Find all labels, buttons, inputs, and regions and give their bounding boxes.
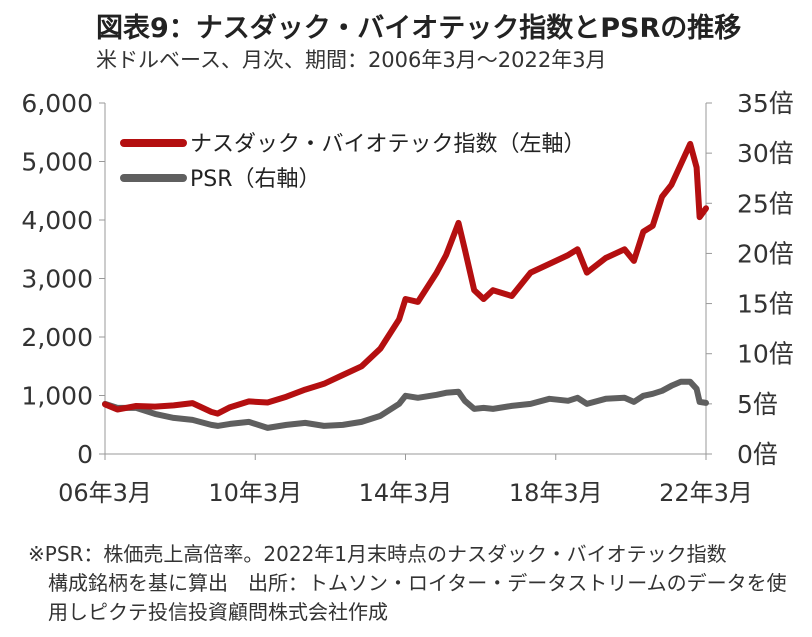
x-tick-label: 06年3月 <box>58 479 152 507</box>
right-tick-label: 15倍 <box>737 290 794 319</box>
right-tick-label: 25倍 <box>737 189 794 218</box>
x-tick-label: 10年3月 <box>208 479 302 507</box>
series-layer <box>102 140 709 431</box>
right-tick-label: 35倍 <box>737 89 794 118</box>
right-tick-label: 20倍 <box>737 239 794 268</box>
right-tick-label: 0倍 <box>737 440 778 469</box>
x-tick-label: 18年3月 <box>509 479 603 507</box>
legend-label-psr: PSR（右軸） <box>190 167 321 192</box>
left-tick-label: 0 <box>77 440 93 469</box>
left-axis-ticks: 0 1,000 2,000 3,000 4,000 5,000 6,000 <box>21 89 105 469</box>
left-tick-label: 2,000 <box>21 323 93 352</box>
footnote-line-3: 用しピクテ投信投資顧問株式会社作成 <box>48 600 388 624</box>
legend: ナスダック・バイオテック指数（左軸） PSR（右軸） <box>120 132 586 192</box>
right-axis-ticks: 0倍 5倍 10倍 15倍 20倍 25倍 30倍 35倍 <box>706 89 794 469</box>
line-chart: 0 1,000 2,000 3,000 4,000 5,000 6,000 0倍 5倍 10倍 1… <box>21 89 794 507</box>
right-tick-label: 10倍 <box>737 340 794 369</box>
x-tick-label: 14年3月 <box>359 479 453 507</box>
chart-title: 図表9：ナスダック・バイオテック指数とPSRの推移 <box>96 13 742 44</box>
x-tick-label: 22年3月 <box>659 479 753 507</box>
legend-label-nasdaq: ナスダック・バイオテック指数（左軸） <box>190 132 586 157</box>
right-tick-label: 5倍 <box>737 390 778 419</box>
chart-subtitle: 米ドルベース、月次、期間：2006年3月～2022年3月 <box>96 48 607 72</box>
right-tick-label: 30倍 <box>737 139 794 168</box>
footnote-line-1: ※PSR：株価売上高倍率。2022年1月末時点のナスダック・バイオテック指数 <box>28 542 727 566</box>
left-tick-label: 1,000 <box>21 382 93 411</box>
left-tick-label: 4,000 <box>21 206 93 235</box>
footnote-line-2: 構成銘柄を基に算出 出所：トムソン・ロイター・データストリームのデータを使 <box>48 571 787 595</box>
left-tick-label: 3,000 <box>21 265 93 294</box>
x-axis-ticks: 06年3月 10年3月 14年3月 18年3月 22年3月 <box>58 454 753 507</box>
left-tick-label: 6,000 <box>21 89 93 118</box>
left-tick-label: 5,000 <box>21 148 93 177</box>
footnote: ※PSR：株価売上高倍率。2022年1月末時点のナスダック・バイオテック指数 構… <box>28 540 808 627</box>
